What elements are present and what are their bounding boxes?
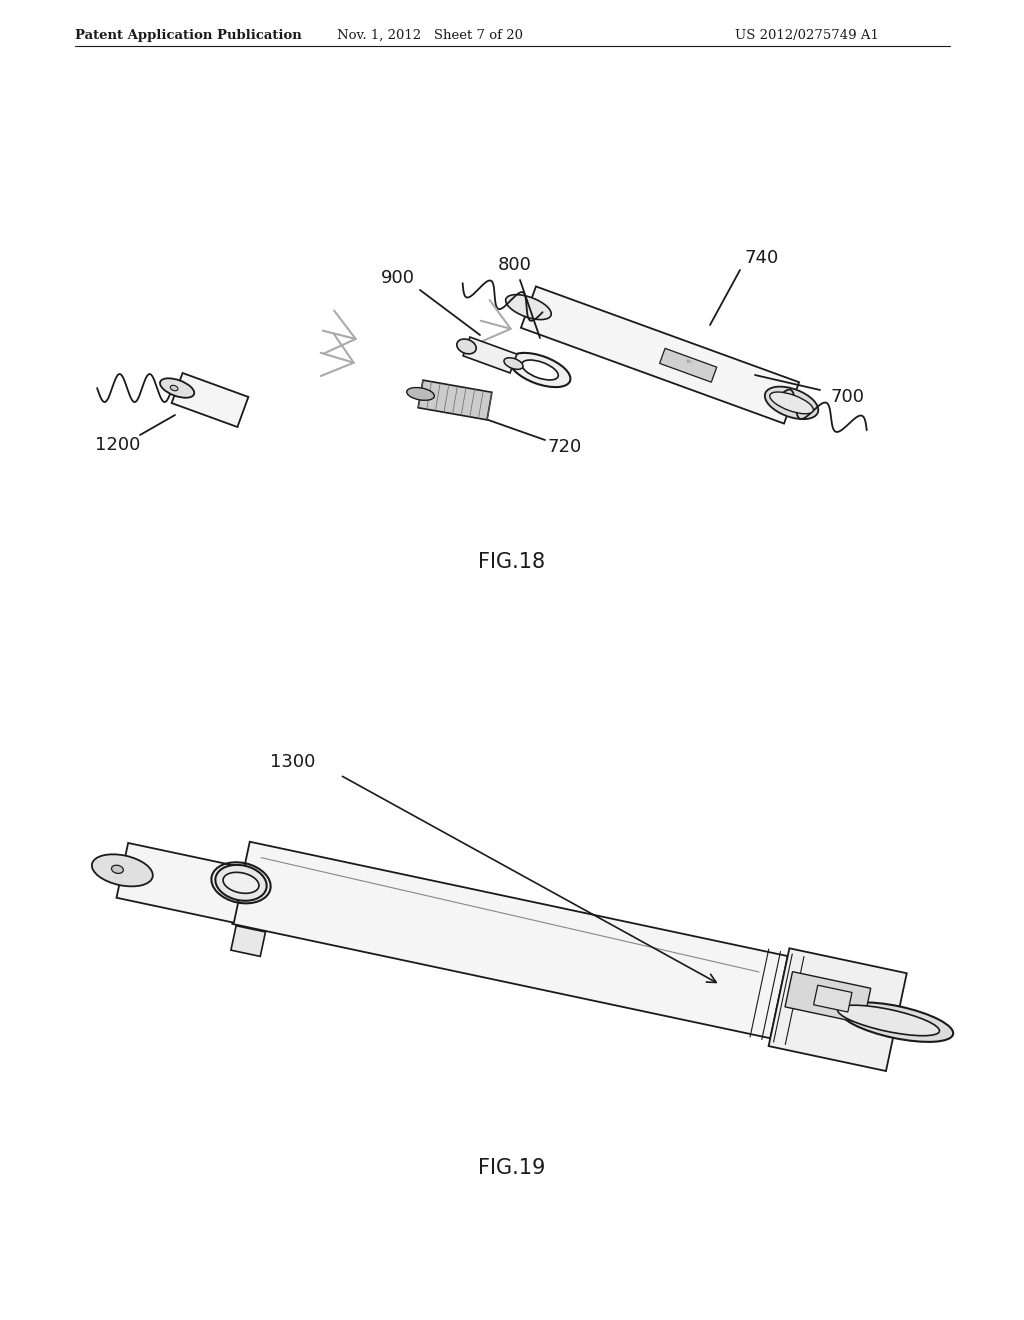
Text: 720: 720: [548, 438, 582, 455]
Ellipse shape: [838, 1006, 939, 1036]
Text: 700: 700: [831, 388, 865, 407]
Ellipse shape: [770, 392, 813, 413]
Text: 1300: 1300: [269, 752, 315, 771]
Text: US 2012/0275749 A1: US 2012/0275749 A1: [735, 29, 879, 41]
Text: 1200: 1200: [95, 436, 140, 454]
Ellipse shape: [92, 854, 153, 886]
Polygon shape: [521, 286, 799, 424]
Polygon shape: [232, 842, 787, 1039]
Ellipse shape: [170, 385, 178, 391]
Polygon shape: [172, 374, 249, 426]
Ellipse shape: [112, 865, 123, 874]
Ellipse shape: [510, 352, 570, 387]
Ellipse shape: [160, 379, 195, 397]
Ellipse shape: [223, 873, 259, 894]
Ellipse shape: [840, 1002, 953, 1041]
Polygon shape: [814, 985, 852, 1012]
Polygon shape: [769, 948, 907, 1071]
Text: Nov. 1, 2012   Sheet 7 of 20: Nov. 1, 2012 Sheet 7 of 20: [337, 29, 523, 41]
Ellipse shape: [506, 294, 551, 319]
Text: 800: 800: [498, 256, 531, 275]
Ellipse shape: [504, 358, 523, 370]
Ellipse shape: [407, 388, 434, 400]
Polygon shape: [117, 843, 246, 923]
Polygon shape: [659, 348, 717, 383]
Polygon shape: [785, 972, 870, 1023]
Text: FIG.18: FIG.18: [478, 552, 546, 572]
Text: 740: 740: [744, 249, 779, 267]
Polygon shape: [463, 337, 517, 374]
Polygon shape: [418, 380, 492, 420]
Text: Patent Application Publication: Patent Application Publication: [75, 29, 302, 41]
Polygon shape: [231, 925, 265, 957]
Ellipse shape: [457, 339, 476, 354]
Ellipse shape: [522, 360, 558, 380]
Text: IIIII: IIIII: [685, 359, 691, 366]
Text: FIG.19: FIG.19: [478, 1158, 546, 1177]
Ellipse shape: [215, 865, 266, 900]
Ellipse shape: [765, 387, 818, 420]
Text: 900: 900: [381, 269, 415, 286]
